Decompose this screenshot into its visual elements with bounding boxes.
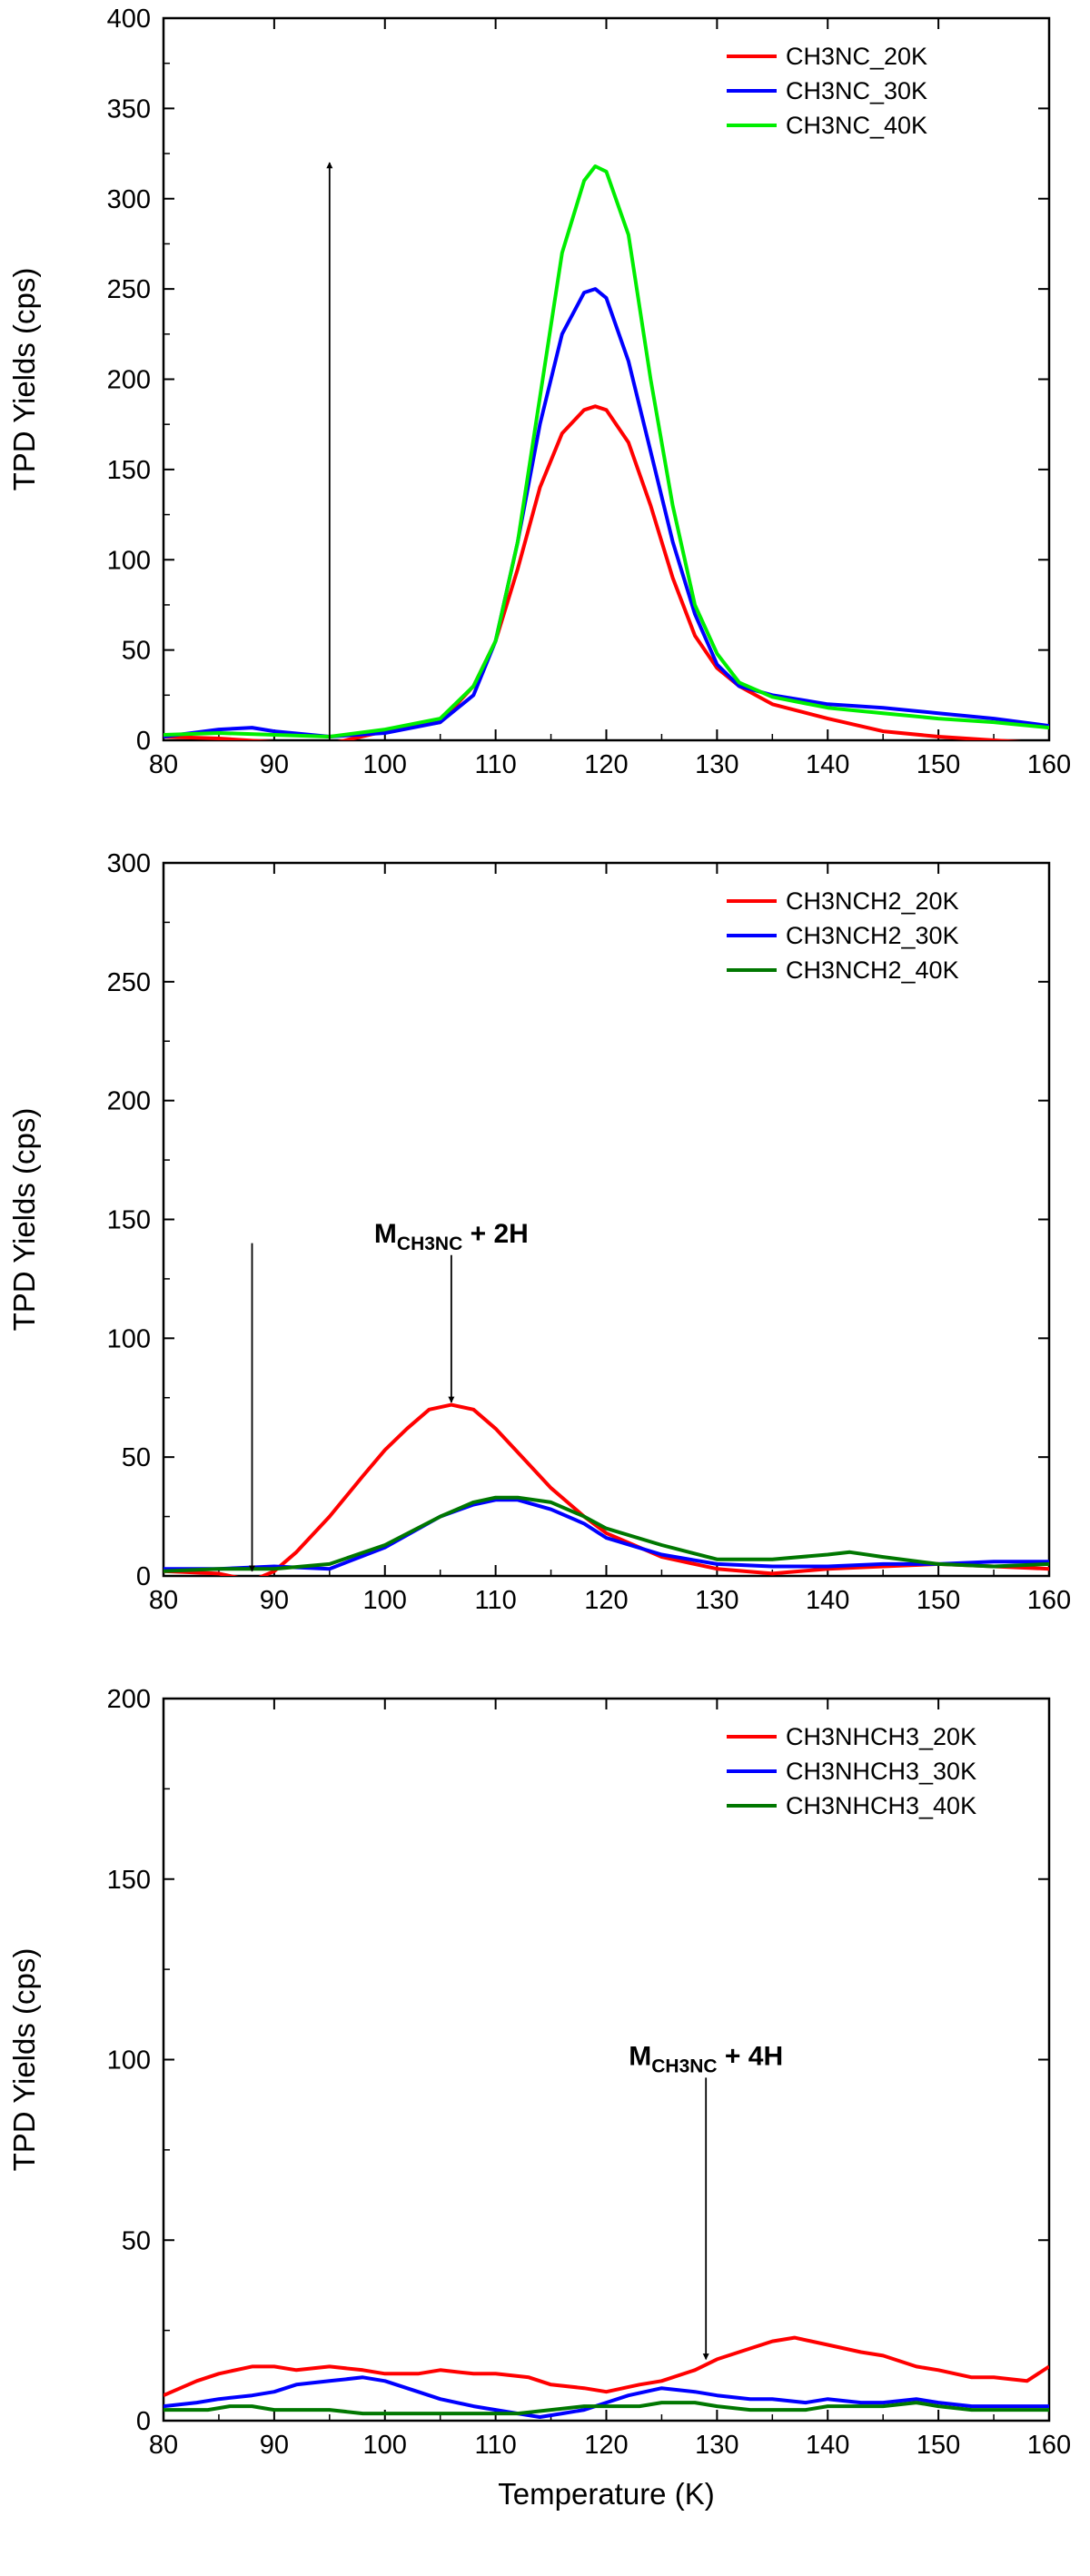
x-tick-label: 140 <box>806 750 849 779</box>
x-tick-label: 160 <box>1027 1586 1071 1615</box>
x-tick-label: 130 <box>695 750 738 779</box>
y-tick-label: 100 <box>107 1324 151 1353</box>
x-tick-label: 100 <box>363 1586 407 1615</box>
y-tick-label: 200 <box>107 1685 151 1714</box>
legend-label: CH3NCH2_20K <box>786 887 959 915</box>
x-tick-label: 160 <box>1027 750 1071 779</box>
x-tick-label: 90 <box>260 750 289 779</box>
chart-panel-2: 80 90 100 110 120 130 140 150 160 0 50 100 150 200 250… <box>7 849 1071 1615</box>
x-tick-label: 110 <box>475 2431 517 2460</box>
y-axis-title: TPD Yields (cps) <box>7 1108 41 1332</box>
y-tick-label: 150 <box>107 1206 151 1235</box>
annotation-label: MCH3NC + 4H <box>629 2041 783 2076</box>
x-tick-label: 150 <box>917 2431 960 2460</box>
y-tick-label: 0 <box>136 1562 151 1591</box>
x-tick-label: 80 <box>149 1586 178 1615</box>
y-tick-label: 100 <box>107 2046 151 2076</box>
y-tick-label: 300 <box>107 185 151 214</box>
series-line-CH3NCH2_20K <box>164 1402 1049 1576</box>
x-axis-title: Temperature (K) <box>498 2477 714 2511</box>
y-tick-label: 150 <box>107 456 151 485</box>
annotation-label: MCH3NC + 2H <box>374 1219 529 1254</box>
x-tick-label: 130 <box>695 2431 738 2460</box>
series-line-CH3NC_40K <box>164 164 1049 738</box>
y-tick-label: 150 <box>107 1866 151 1895</box>
annotation-label-tail: + 4H <box>718 2041 784 2071</box>
x-tick-label: 110 <box>475 1586 517 1615</box>
x-tick-label: 120 <box>584 750 628 779</box>
legend-label: CH3NC_40K <box>786 112 927 139</box>
y-tick-label: 200 <box>107 366 151 395</box>
y-tick-label: 50 <box>122 1443 151 1472</box>
series-line-CH3NHCH3_40K <box>164 2401 1049 2416</box>
legend-label: CH3NHCH3_20K <box>786 1723 976 1750</box>
x-tick-label: 120 <box>584 1586 628 1615</box>
y-tick-label: 50 <box>122 637 151 666</box>
legend-label: CH3NC_20K <box>786 43 927 70</box>
chart-panel-1: 80 90 100 110 120 130 140 150 160 0 50 100 150 200 250… <box>7 5 1071 779</box>
x-tick-label: 80 <box>149 2431 178 2460</box>
x-tick-label: 130 <box>695 1586 738 1615</box>
y-tick-label: 0 <box>136 727 151 756</box>
series-line-CH3NCH2_30K <box>164 1498 1049 1571</box>
y-tick-label: 200 <box>107 1087 151 1116</box>
y-tick-label: 400 <box>107 5 151 34</box>
legend-label: CH3NHCH3_30K <box>786 1758 976 1785</box>
y-axis-title: TPD Yields (cps) <box>7 1948 41 2172</box>
chart-panel-3: 80 90 100 110 120 130 140 150 160 0 50 100 150 200 TPD… <box>7 1685 1071 2511</box>
annotation-label-main: M <box>374 1219 397 1249</box>
x-tick-label: 150 <box>917 1586 960 1615</box>
annotation-label-subscript: CH3NC <box>397 1234 462 1254</box>
x-tick-label: 100 <box>363 2431 407 2460</box>
legend-label: CH3NCH2_30K <box>786 922 959 949</box>
y-tick-label: 350 <box>107 94 151 124</box>
legend-label: CH3NC_30K <box>786 77 927 104</box>
y-tick-label: 250 <box>107 275 151 304</box>
x-tick-label: 90 <box>260 2431 289 2460</box>
x-tick-label: 140 <box>806 1586 849 1615</box>
x-tick-label: 140 <box>806 2431 849 2460</box>
annotation-label-main: M <box>629 2041 651 2071</box>
y-tick-label: 100 <box>107 546 151 575</box>
x-tick-label: 120 <box>584 2431 628 2460</box>
y-tick-label: 50 <box>122 2226 151 2255</box>
annotation-label-tail: + 2H <box>462 1219 529 1249</box>
y-axis-title: TPD Yields (cps) <box>7 268 41 491</box>
x-tick-label: 80 <box>149 750 178 779</box>
annotation-label-subscript: CH3NC <box>651 2056 717 2076</box>
panels: 80 90 100 110 120 130 140 150 160 0 50 100 150 200 250… <box>7 5 1071 2511</box>
x-tick-label: 90 <box>260 1586 289 1615</box>
y-tick-label: 250 <box>107 968 151 997</box>
y-tick-label: 0 <box>136 2407 151 2436</box>
x-tick-label: 100 <box>363 750 407 779</box>
legend-label: CH3NCH2_40K <box>786 956 959 984</box>
x-tick-label: 110 <box>475 750 517 779</box>
x-tick-label: 150 <box>917 750 960 779</box>
series-line-CH3NHCH3_20K <box>164 2335 1049 2398</box>
series-line-CH3NCH2_40K <box>164 1495 1049 1573</box>
y-tick-label: 300 <box>107 849 151 878</box>
legend-label: CH3NHCH3_40K <box>786 1792 976 1819</box>
x-tick-label: 160 <box>1027 2431 1071 2460</box>
series-line-CH3NC_30K <box>164 287 1049 738</box>
series-line-CH3NC_20K <box>164 404 1022 740</box>
